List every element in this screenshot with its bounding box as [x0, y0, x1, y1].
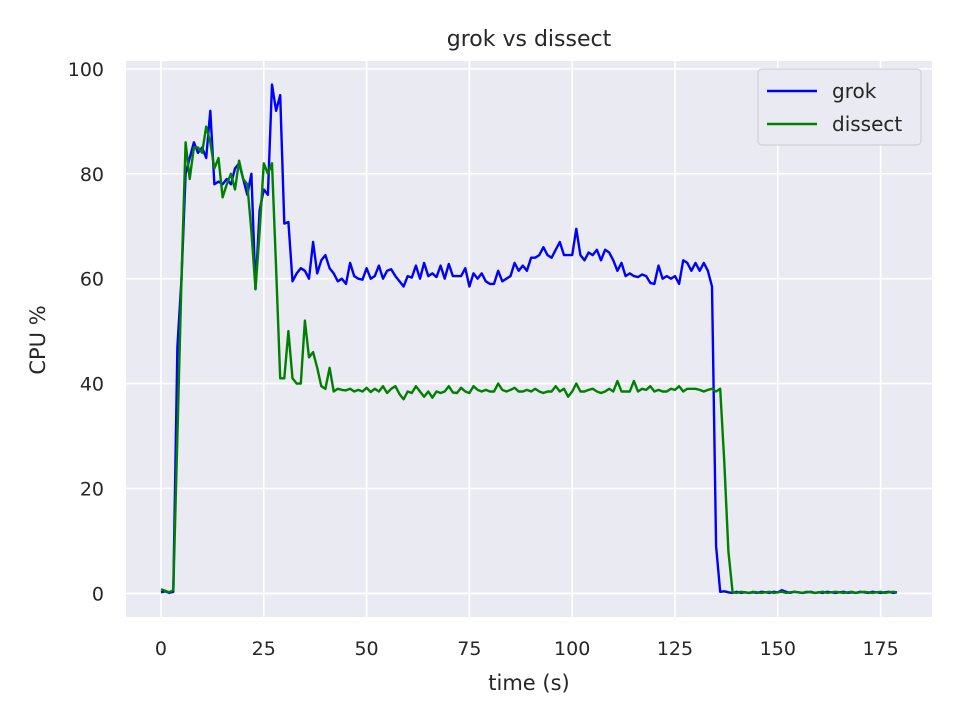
y-tick-label: 80 [80, 164, 104, 186]
x-tick-label: 50 [354, 638, 378, 660]
series-line-dissect [160, 125, 898, 595]
y-tick-label: 100 [68, 59, 104, 81]
x-axis-label: time (s) [488, 671, 569, 695]
legend-label-grok: grok [832, 79, 877, 103]
x-tick-labels: 0 25 50 75 100 125 150 175 [155, 638, 899, 660]
legend-label-dissect: dissect [832, 112, 902, 136]
y-tick-label: 40 [80, 374, 104, 396]
series-layer [160, 83, 898, 595]
y-gridlines [126, 68, 932, 595]
x-tick-label: 75 [457, 638, 481, 660]
x-tick-label: 100 [554, 638, 590, 660]
x-gridlines [160, 61, 882, 617]
y-tick-label: 0 [92, 583, 104, 605]
y-tick-label: 20 [80, 478, 104, 500]
y-tick-label: 60 [80, 269, 104, 291]
legend: grok dissect [757, 68, 922, 146]
x-tick-label: 175 [862, 638, 898, 660]
chart-title: grok vs dissect [447, 27, 612, 52]
plot-area [126, 61, 932, 617]
series-dissect [160, 125, 898, 595]
x-tick-label: 150 [760, 638, 796, 660]
legend-frame [757, 68, 922, 146]
x-tick-label: 0 [155, 638, 167, 660]
x-tick-label: 25 [252, 638, 276, 660]
x-tick-label: 125 [657, 638, 693, 660]
y-tick-labels: 0 20 40 60 80 100 [68, 59, 104, 606]
y-axis-label: CPU % [26, 305, 50, 374]
